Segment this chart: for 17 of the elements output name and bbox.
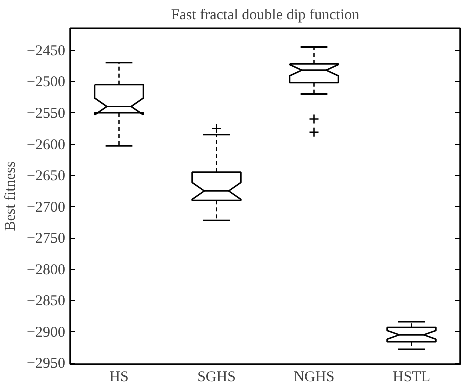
y-tick-label: −2500: [27, 74, 66, 91]
y-axis-title: Best fitness: [3, 162, 20, 232]
y-tick-label: −2850: [27, 294, 66, 310]
y-tick-label: −2700: [27, 200, 66, 216]
y-tick-label: −2900: [27, 324, 66, 341]
chart-title: Fast fractal double dip function: [171, 8, 360, 24]
y-tick-label: −2750: [27, 231, 66, 248]
y-tick-label: −2800: [27, 262, 66, 278]
x-tick-label: NGHS: [294, 370, 335, 386]
y-tick-label: −2950: [27, 356, 66, 372]
x-tick-label: HS: [110, 370, 129, 386]
y-tick-label: −2600: [27, 137, 66, 154]
y-tick-label: −2450: [27, 43, 66, 60]
y-tick-label: −2550: [27, 106, 66, 122]
y-tick-label: −2650: [27, 168, 66, 185]
x-tick-label: SGHS: [198, 370, 236, 386]
x-tick-label: HSTL: [393, 370, 430, 386]
